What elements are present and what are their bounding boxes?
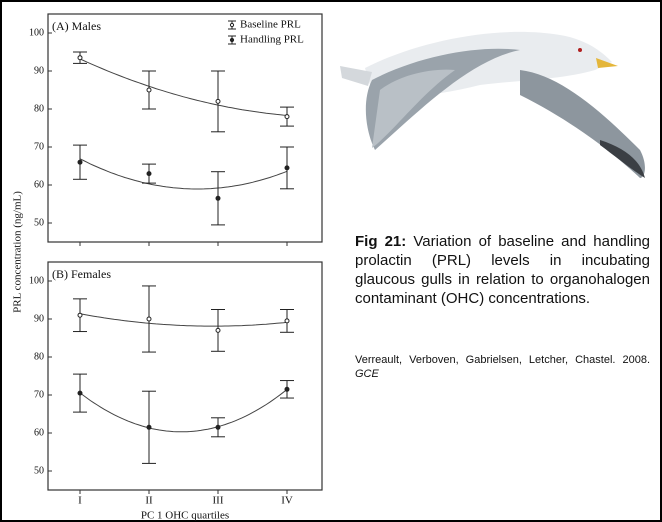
fit-curve xyxy=(79,158,288,190)
x-tick-label: I xyxy=(78,495,82,507)
chart-title: (B) Females xyxy=(52,267,111,281)
y-tick-label: 70 xyxy=(34,141,44,152)
y-tick-label: 80 xyxy=(34,351,44,362)
y-tick-label: 50 xyxy=(34,465,44,476)
point xyxy=(284,386,290,392)
point xyxy=(77,159,83,165)
x-tick-label: III xyxy=(213,495,224,507)
plot-frame xyxy=(47,13,323,243)
y-tick-label: 60 xyxy=(34,179,44,190)
fit-curve xyxy=(79,389,288,433)
point xyxy=(284,165,290,171)
point xyxy=(146,316,152,322)
fit-curve xyxy=(79,58,288,116)
plot-frame xyxy=(47,261,323,491)
citation-text: Verreault, Verboven, Gabrielsen, Letcher… xyxy=(355,354,650,366)
y-tick-label: 70 xyxy=(34,389,44,400)
y-tick-label: 90 xyxy=(34,65,44,76)
x-tick-label: II xyxy=(145,495,153,507)
point xyxy=(77,55,83,61)
y-tick-label: 100 xyxy=(29,275,44,286)
point xyxy=(215,424,221,430)
x-tick-label: IV xyxy=(281,495,293,507)
legend-icon xyxy=(229,37,235,43)
point xyxy=(146,87,152,93)
x-axis-label: PC 1 OHC quartiles xyxy=(141,510,229,522)
citation: Verreault, Verboven, Gabrielsen, Letcher… xyxy=(355,353,650,381)
legend-label: Baseline PRL xyxy=(240,19,301,31)
y-tick-label: 50 xyxy=(34,217,44,228)
y-tick-label: 80 xyxy=(34,103,44,114)
point xyxy=(215,327,221,333)
point xyxy=(215,98,221,104)
fit-curve xyxy=(79,313,288,327)
point xyxy=(284,318,290,324)
caption-label: Fig 21: xyxy=(355,233,407,250)
citation-journal: GCE xyxy=(355,368,379,380)
point xyxy=(77,312,83,318)
y-axis-label: PRL concentration (ng/mL) xyxy=(12,191,24,313)
point xyxy=(146,171,152,177)
chart-title: (A) Males xyxy=(52,19,101,33)
legend-icon xyxy=(229,22,235,28)
y-tick-label: 100 xyxy=(29,27,44,38)
caption-text: Variation of baseline and handling prola… xyxy=(355,233,651,307)
y-tick-label: 60 xyxy=(34,427,44,438)
point xyxy=(77,390,83,396)
y-tick-label: 90 xyxy=(34,313,44,324)
point xyxy=(284,114,290,120)
legend-label: Handling PRL xyxy=(240,34,304,46)
point xyxy=(146,424,152,430)
gull-illustration xyxy=(340,31,645,178)
caption: Fig 21: Variation of baseline and handli… xyxy=(355,232,650,308)
point xyxy=(215,195,221,201)
